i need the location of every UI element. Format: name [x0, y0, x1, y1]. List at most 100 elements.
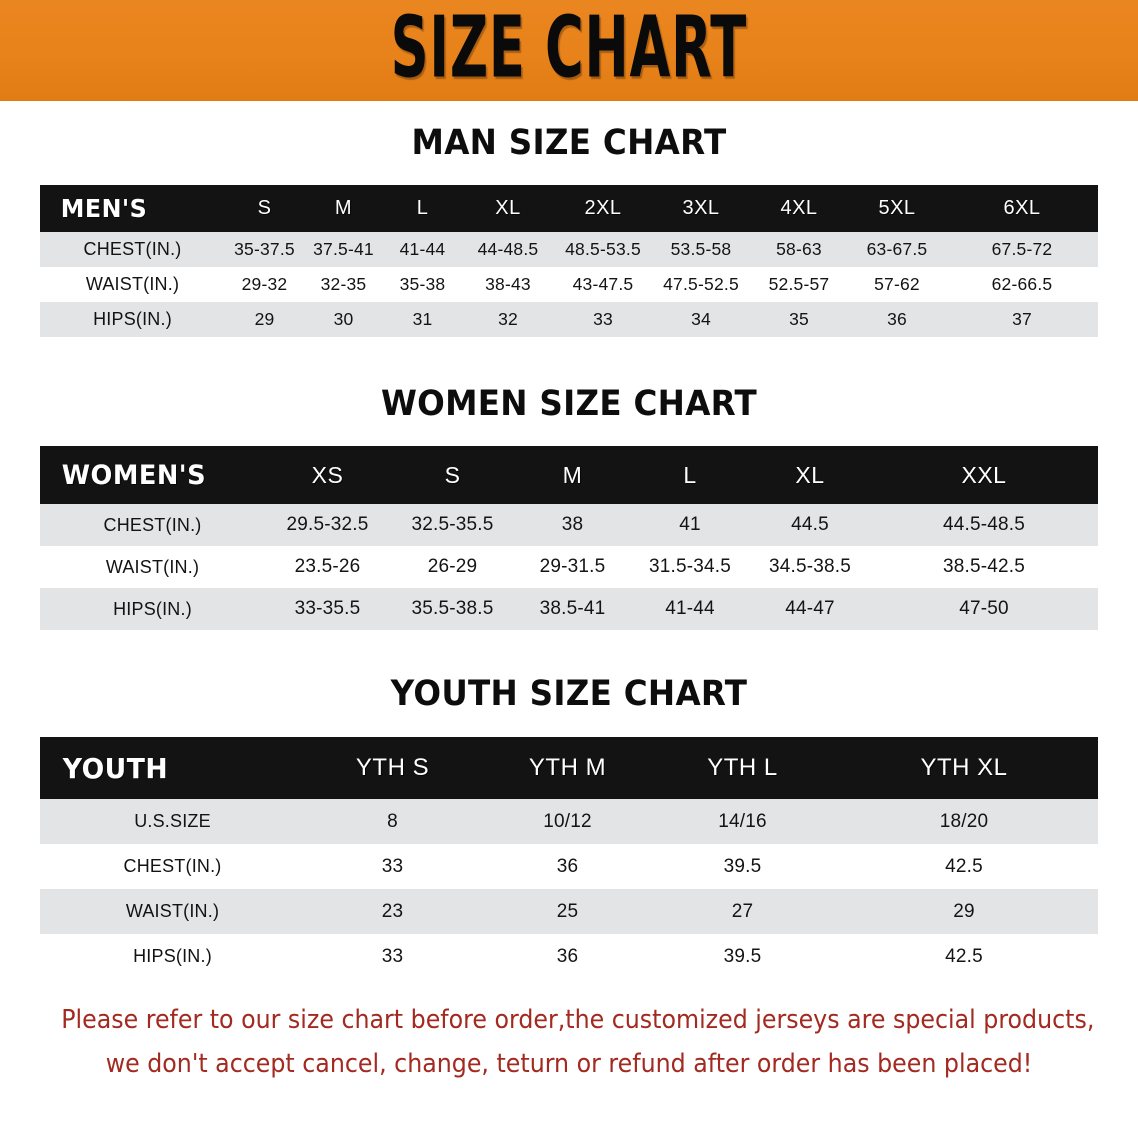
women-waist-l: 31.5-34.5	[630, 546, 750, 588]
man-hips-s: 29	[225, 302, 304, 337]
youth-row-label-hips: HIPS(IN.)	[40, 934, 305, 979]
women-chest-l: 41	[630, 504, 750, 546]
man-size-table-wrapper: MEN'S S M L XL 2XL 3XL 4XL 5XL 6XL CHEST…	[0, 185, 1138, 337]
youth-hips-m: 36	[480, 934, 655, 979]
youth-header-size-xl: YTH XL	[920, 754, 1008, 781]
women-header-size-m: M	[562, 461, 583, 488]
women-size-table: WOMEN'S XS S M L XL XXL CHEST(IN.) 29.5-…	[40, 446, 1098, 630]
policy-note-line-1: Please refer to our size chart before or…	[61, 1005, 1095, 1035]
man-row-label-chest: CHEST(IN.)	[40, 232, 225, 267]
women-hips-m: 38.5-41	[515, 588, 630, 630]
women-chest-xxl: 44.5-48.5	[870, 504, 1098, 546]
women-waist-s: 26-29	[390, 546, 515, 588]
table-row: CHEST(IN.) 29.5-32.5 32.5-35.5 38 41 44.…	[40, 504, 1098, 546]
man-chest-s: 35-37.5	[225, 232, 304, 267]
youth-section-title: YOUTH SIZE CHART	[390, 674, 748, 714]
youth-us-size-l: 14/16	[655, 799, 830, 844]
policy-note: Please refer to our size chart before or…	[61, 999, 1095, 1087]
youth-hips-l: 39.5	[655, 934, 830, 979]
youth-row-label-us-size: U.S.SIZE	[40, 799, 305, 844]
youth-row-label-waist: WAIST(IN.)	[40, 889, 305, 934]
man-size-table: MEN'S S M L XL 2XL 3XL 4XL 5XL 6XL CHEST…	[40, 185, 1098, 337]
women-waist-xl: 34.5-38.5	[750, 546, 870, 588]
women-header-size-xs: XS	[311, 461, 344, 488]
women-row-label-chest: CHEST(IN.)	[40, 504, 265, 546]
man-header-size-m: M	[334, 197, 353, 219]
table-row: HIPS(IN.) 29 30 31 32 33 34 35 36 37	[40, 302, 1098, 337]
youth-chest-xl: 42.5	[830, 844, 1098, 889]
man-chest-4xl: 58-63	[750, 232, 848, 267]
women-header-size-xxl: XXL	[961, 461, 1007, 488]
youth-header-size-m: YTH M	[528, 754, 607, 781]
table-row: WAIST(IN.) 23 25 27 29	[40, 889, 1098, 934]
man-chest-2xl: 48.5-53.5	[554, 232, 652, 267]
man-header-size-6xl: 6XL	[1003, 197, 1041, 219]
man-header-size-l: L	[416, 197, 429, 219]
man-header-row-label: MEN'S	[60, 194, 148, 223]
women-header-size-xl: XL	[795, 461, 825, 488]
women-row-label-waist: WAIST(IN.)	[40, 546, 265, 588]
man-chest-m: 37.5-41	[304, 232, 383, 267]
youth-us-size-m: 10/12	[480, 799, 655, 844]
man-row-label-waist: WAIST(IN.)	[40, 267, 225, 302]
women-chest-xs: 29.5-32.5	[265, 504, 390, 546]
man-header-size-3xl: 3XL	[682, 197, 720, 219]
women-hips-s: 35.5-38.5	[390, 588, 515, 630]
table-row: HIPS(IN.) 33-35.5 35.5-38.5 38.5-41 41-4…	[40, 588, 1098, 630]
table-row: CHEST(IN.) 33 36 39.5 42.5	[40, 844, 1098, 889]
man-header-size-s: S	[257, 197, 272, 219]
man-waist-6xl: 62-66.5	[946, 267, 1098, 302]
women-header-row: WOMEN'S XS S M L XL XXL	[40, 446, 1098, 504]
youth-waist-s: 23	[305, 889, 480, 934]
man-hips-m: 30	[304, 302, 383, 337]
man-section-title: MAN SIZE CHART	[411, 123, 727, 163]
women-waist-m: 29-31.5	[515, 546, 630, 588]
youth-us-size-xl: 18/20	[830, 799, 1098, 844]
table-row: CHEST(IN.) 35-37.5 37.5-41 41-44 44-48.5…	[40, 232, 1098, 267]
page-title: SIZE CHART	[390, 0, 748, 97]
women-header-size-s: S	[444, 461, 461, 488]
youth-us-size-s: 8	[305, 799, 480, 844]
man-row-label-hips: HIPS(IN.)	[40, 302, 225, 337]
youth-waist-xl: 29	[830, 889, 1098, 934]
youth-header-row: YOUTH YTH S YTH M YTH L YTH XL	[40, 737, 1098, 799]
women-waist-xs: 23.5-26	[265, 546, 390, 588]
women-hips-xxl: 47-50	[870, 588, 1098, 630]
man-waist-5xl: 57-62	[848, 267, 946, 302]
youth-waist-m: 25	[480, 889, 655, 934]
table-row: WAIST(IN.) 29-32 32-35 35-38 38-43 43-47…	[40, 267, 1098, 302]
women-hips-xs: 33-35.5	[265, 588, 390, 630]
man-hips-4xl: 35	[750, 302, 848, 337]
women-size-table-wrapper: WOMEN'S XS S M L XL XXL CHEST(IN.) 29.5-…	[0, 446, 1138, 630]
youth-waist-l: 27	[655, 889, 830, 934]
man-header-size-5xl: 5XL	[878, 197, 916, 219]
man-hips-l: 31	[383, 302, 462, 337]
youth-size-table-wrapper: YOUTH YTH S YTH M YTH L YTH XL U.S.SIZE …	[0, 737, 1138, 979]
man-header-row: MEN'S S M L XL 2XL 3XL 4XL 5XL 6XL	[40, 185, 1098, 232]
women-waist-xxl: 38.5-42.5	[870, 546, 1098, 588]
man-chest-3xl: 53.5-58	[652, 232, 750, 267]
man-chest-6xl: 67.5-72	[946, 232, 1098, 267]
page-banner: SIZE CHART	[0, 0, 1138, 101]
man-waist-s: 29-32	[225, 267, 304, 302]
women-section-title: WOMEN SIZE CHART	[380, 384, 758, 424]
youth-row-label-chest: CHEST(IN.)	[40, 844, 305, 889]
youth-hips-xl: 42.5	[830, 934, 1098, 979]
man-waist-2xl: 43-47.5	[554, 267, 652, 302]
man-header-size-2xl: 2XL	[584, 197, 622, 219]
man-hips-xl: 32	[462, 302, 554, 337]
man-chest-5xl: 63-67.5	[848, 232, 946, 267]
youth-header-size-s: YTH S	[355, 754, 430, 781]
man-waist-xl: 38-43	[462, 267, 554, 302]
table-row: HIPS(IN.) 33 36 39.5 42.5	[40, 934, 1098, 979]
women-chest-xl: 44.5	[750, 504, 870, 546]
youth-size-table: YOUTH YTH S YTH M YTH L YTH XL U.S.SIZE …	[40, 737, 1098, 979]
table-row: WAIST(IN.) 23.5-26 26-29 29-31.5 31.5-34…	[40, 546, 1098, 588]
man-chest-l: 41-44	[383, 232, 462, 267]
man-header-size-xl: XL	[495, 197, 521, 219]
man-hips-2xl: 33	[554, 302, 652, 337]
youth-chest-l: 39.5	[655, 844, 830, 889]
women-hips-l: 41-44	[630, 588, 750, 630]
policy-note-line-2: we don't accept cancel, change, teturn o…	[105, 1048, 1033, 1079]
youth-chest-m: 36	[480, 844, 655, 889]
